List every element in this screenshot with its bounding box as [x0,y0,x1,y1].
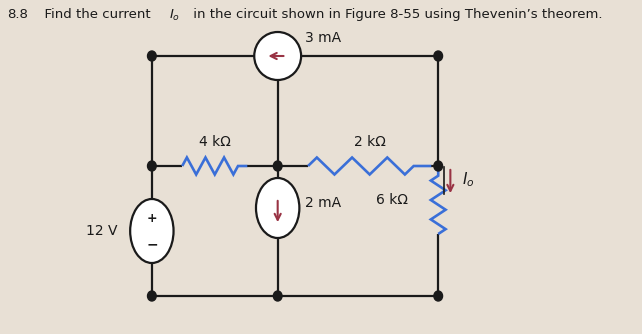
Text: 2 kΩ: 2 kΩ [354,135,386,149]
Text: 2 mA: 2 mA [306,196,342,210]
Text: 4 kΩ: 4 kΩ [199,135,230,149]
Text: +: + [146,211,157,224]
Circle shape [273,161,282,171]
Ellipse shape [256,178,299,238]
Text: $I_o$: $I_o$ [169,8,180,23]
Ellipse shape [130,199,173,263]
Circle shape [148,161,156,171]
Text: −: − [146,237,158,251]
Circle shape [434,291,442,301]
Circle shape [148,51,156,61]
Ellipse shape [254,32,301,80]
Text: 6 kΩ: 6 kΩ [376,193,408,207]
Circle shape [148,291,156,301]
Text: in the circuit shown in Figure 8-55 using Thevenin’s theorem.: in the circuit shown in Figure 8-55 usin… [189,8,603,21]
Circle shape [434,51,442,61]
Circle shape [434,161,442,171]
Text: Find the current: Find the current [37,8,155,21]
Text: 3 mA: 3 mA [306,31,342,45]
Text: 8.8: 8.8 [7,8,28,21]
Circle shape [273,291,282,301]
Text: 12 V: 12 V [85,224,117,238]
Text: $I_o$: $I_o$ [462,170,474,189]
